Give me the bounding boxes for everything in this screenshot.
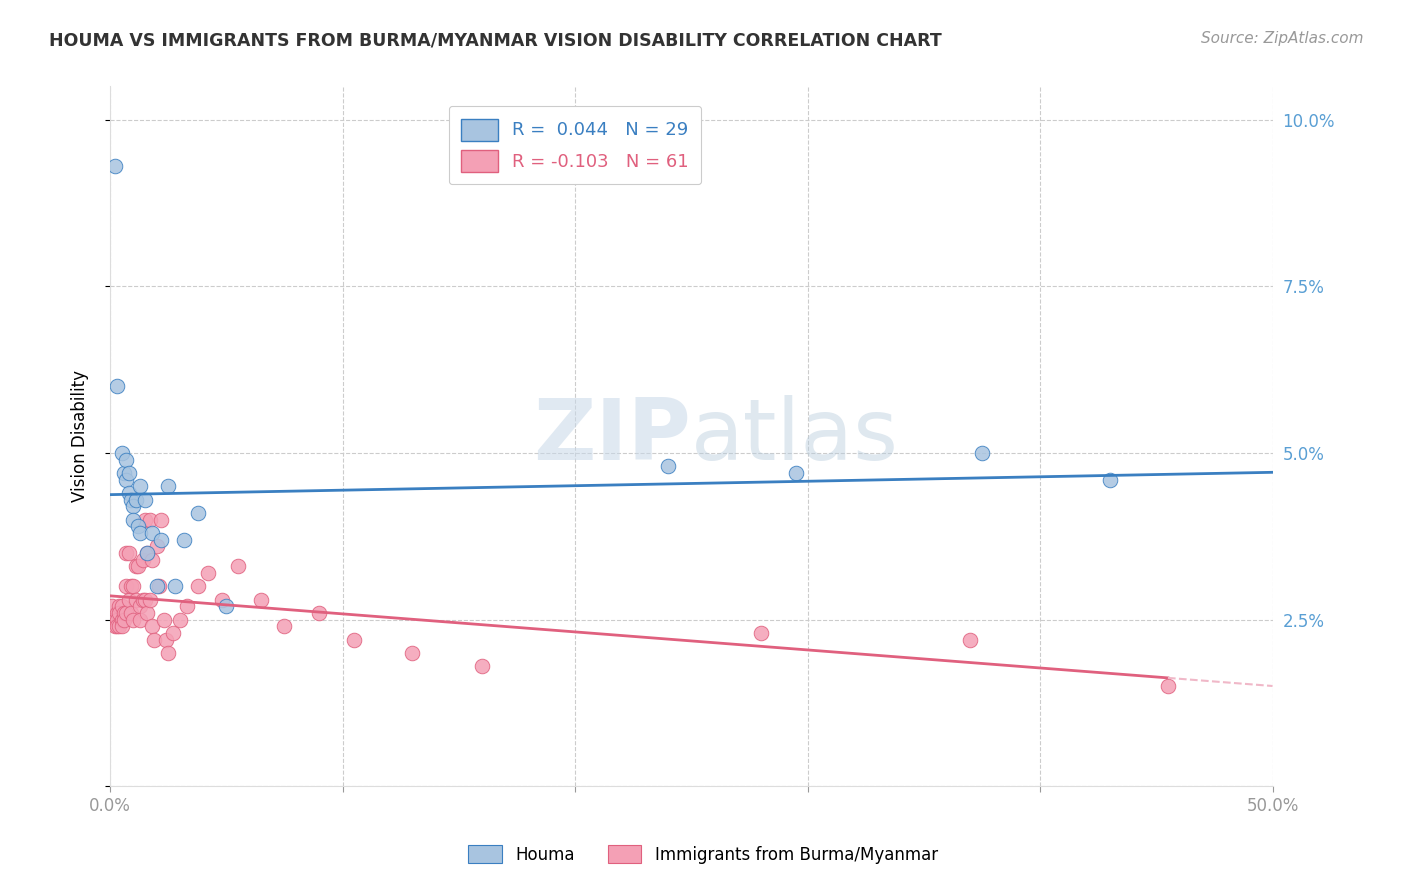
Point [127, 559, 149, 574]
Point [115, 579, 138, 593]
Point [141, 525, 163, 540]
Point [150, 512, 173, 526]
Point [657, 459, 679, 474]
Point [143, 632, 166, 647]
Point [111, 613, 134, 627]
Point [105, 619, 128, 633]
Point [165, 579, 187, 593]
Point [104, 613, 127, 627]
Point [101, 599, 124, 614]
Point [134, 512, 156, 526]
Point [115, 546, 138, 560]
Point [173, 533, 195, 547]
Y-axis label: Vision Disability: Vision Disability [72, 370, 89, 502]
Point [122, 500, 145, 514]
Point [970, 446, 993, 460]
Point [273, 619, 295, 633]
Point [187, 579, 209, 593]
Point [155, 632, 177, 647]
Point [176, 599, 198, 614]
Point [115, 452, 138, 467]
Point [118, 466, 141, 480]
Point [111, 619, 134, 633]
Point [134, 592, 156, 607]
Point [145, 539, 167, 553]
Point [749, 625, 772, 640]
Point [959, 632, 981, 647]
Text: atlas: atlas [692, 395, 900, 478]
Point [129, 599, 152, 614]
Point [785, 466, 807, 480]
Point [152, 613, 174, 627]
Point [112, 466, 135, 480]
Point [105, 379, 128, 393]
Point [122, 579, 145, 593]
Point [308, 606, 330, 620]
Point [136, 546, 159, 560]
Point [138, 592, 160, 607]
Text: ZIP: ZIP [533, 395, 692, 478]
Point [215, 599, 238, 614]
Point [115, 473, 138, 487]
Point [211, 592, 233, 607]
Point [136, 606, 159, 620]
Point [104, 619, 127, 633]
Text: HOUMA VS IMMIGRANTS FROM BURMA/MYANMAR VISION DISABILITY CORRELATION CHART: HOUMA VS IMMIGRANTS FROM BURMA/MYANMAR V… [49, 31, 942, 49]
Point [141, 552, 163, 566]
Point [148, 579, 170, 593]
Point [111, 599, 134, 614]
Point [108, 619, 131, 633]
Point [129, 613, 152, 627]
Point [120, 606, 142, 620]
Point [150, 533, 173, 547]
Point [104, 159, 127, 173]
Point [162, 625, 184, 640]
Point [129, 525, 152, 540]
Point [127, 519, 149, 533]
Point [131, 552, 153, 566]
Point [118, 486, 141, 500]
Point [187, 506, 209, 520]
Point [118, 546, 141, 560]
Point [471, 659, 494, 673]
Point [145, 579, 167, 593]
Point [157, 646, 180, 660]
Point [136, 546, 159, 560]
Point [226, 559, 249, 574]
Point [197, 566, 219, 580]
Point [131, 592, 153, 607]
Point [124, 592, 146, 607]
Point [122, 512, 145, 526]
Point [105, 606, 128, 620]
Point [1098, 473, 1121, 487]
Point [112, 613, 135, 627]
Point [112, 606, 135, 620]
Point [343, 632, 366, 647]
Point [105, 613, 128, 627]
Point [129, 479, 152, 493]
Point [108, 599, 131, 614]
Point [124, 492, 146, 507]
Point [124, 559, 146, 574]
Point [115, 606, 138, 620]
Point [401, 646, 423, 660]
Text: Source: ZipAtlas.com: Source: ZipAtlas.com [1201, 31, 1364, 46]
Point [134, 492, 156, 507]
Point [169, 613, 191, 627]
Point [108, 606, 131, 620]
Point [120, 579, 142, 593]
Point [120, 492, 142, 507]
Point [250, 592, 273, 607]
Legend: Houma, Immigrants from Burma/Myanmar: Houma, Immigrants from Burma/Myanmar [461, 838, 945, 871]
Legend: R =  0.044   N = 29, R = -0.103   N = 61: R = 0.044 N = 29, R = -0.103 N = 61 [449, 106, 702, 185]
Point [138, 512, 160, 526]
Point [141, 619, 163, 633]
Point [118, 592, 141, 607]
Point [122, 613, 145, 627]
Point [157, 479, 180, 493]
Point [111, 446, 134, 460]
Point [1157, 679, 1180, 693]
